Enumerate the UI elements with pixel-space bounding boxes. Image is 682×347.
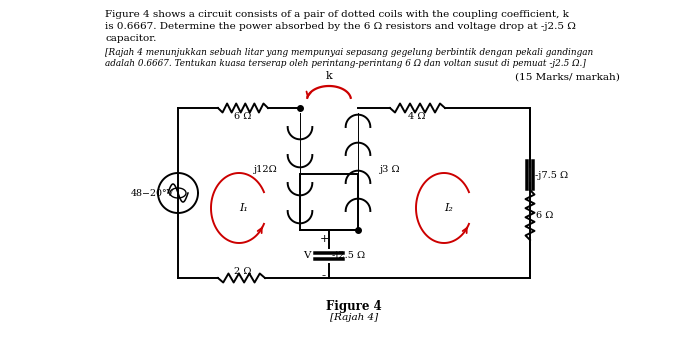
Text: [Rajah 4]: [Rajah 4]	[330, 313, 378, 322]
Text: V: V	[303, 252, 311, 261]
Text: capacitor.: capacitor.	[105, 34, 156, 43]
Text: -j2.5 Ω: -j2.5 Ω	[332, 252, 365, 261]
Bar	[300, 174, 358, 230]
Text: k: k	[325, 71, 332, 81]
Text: Figure 4: Figure 4	[326, 300, 382, 313]
Text: 6 Ω: 6 Ω	[536, 211, 553, 220]
Text: I₁: I₁	[239, 203, 248, 213]
Text: 6 Ω: 6 Ω	[235, 112, 252, 121]
Text: 4 Ω: 4 Ω	[409, 112, 426, 121]
Text: Figure 4 shows a circuit consists of a pair of dotted coils with the coupling co: Figure 4 shows a circuit consists of a p…	[105, 10, 569, 19]
Text: -: -	[322, 269, 326, 282]
Text: j12Ω: j12Ω	[254, 164, 278, 174]
Text: j3 Ω: j3 Ω	[380, 164, 400, 174]
Text: (15 Marks/ markah): (15 Marks/ markah)	[515, 73, 620, 82]
Text: +: +	[319, 234, 329, 244]
Text: [Rajah 4 menunjukkan sebuah litar yang mempunyai sepasang gegelung berbintik den: [Rajah 4 menunjukkan sebuah litar yang m…	[105, 48, 593, 57]
Text: 48−20°V: 48−20°V	[130, 188, 174, 197]
Text: 2 Ω: 2 Ω	[234, 267, 252, 276]
Text: -j7.5 Ω: -j7.5 Ω	[535, 170, 568, 179]
Text: adalah 0.6667. Tentukan kuasa terserap oleh perintang-perintang 6 Ω dan voltan s: adalah 0.6667. Tentukan kuasa terserap o…	[105, 59, 586, 68]
Text: is 0.6667. Determine the power absorbed by the 6 Ω resistors and voltage drop at: is 0.6667. Determine the power absorbed …	[105, 22, 576, 31]
Text: I₂: I₂	[445, 203, 454, 213]
